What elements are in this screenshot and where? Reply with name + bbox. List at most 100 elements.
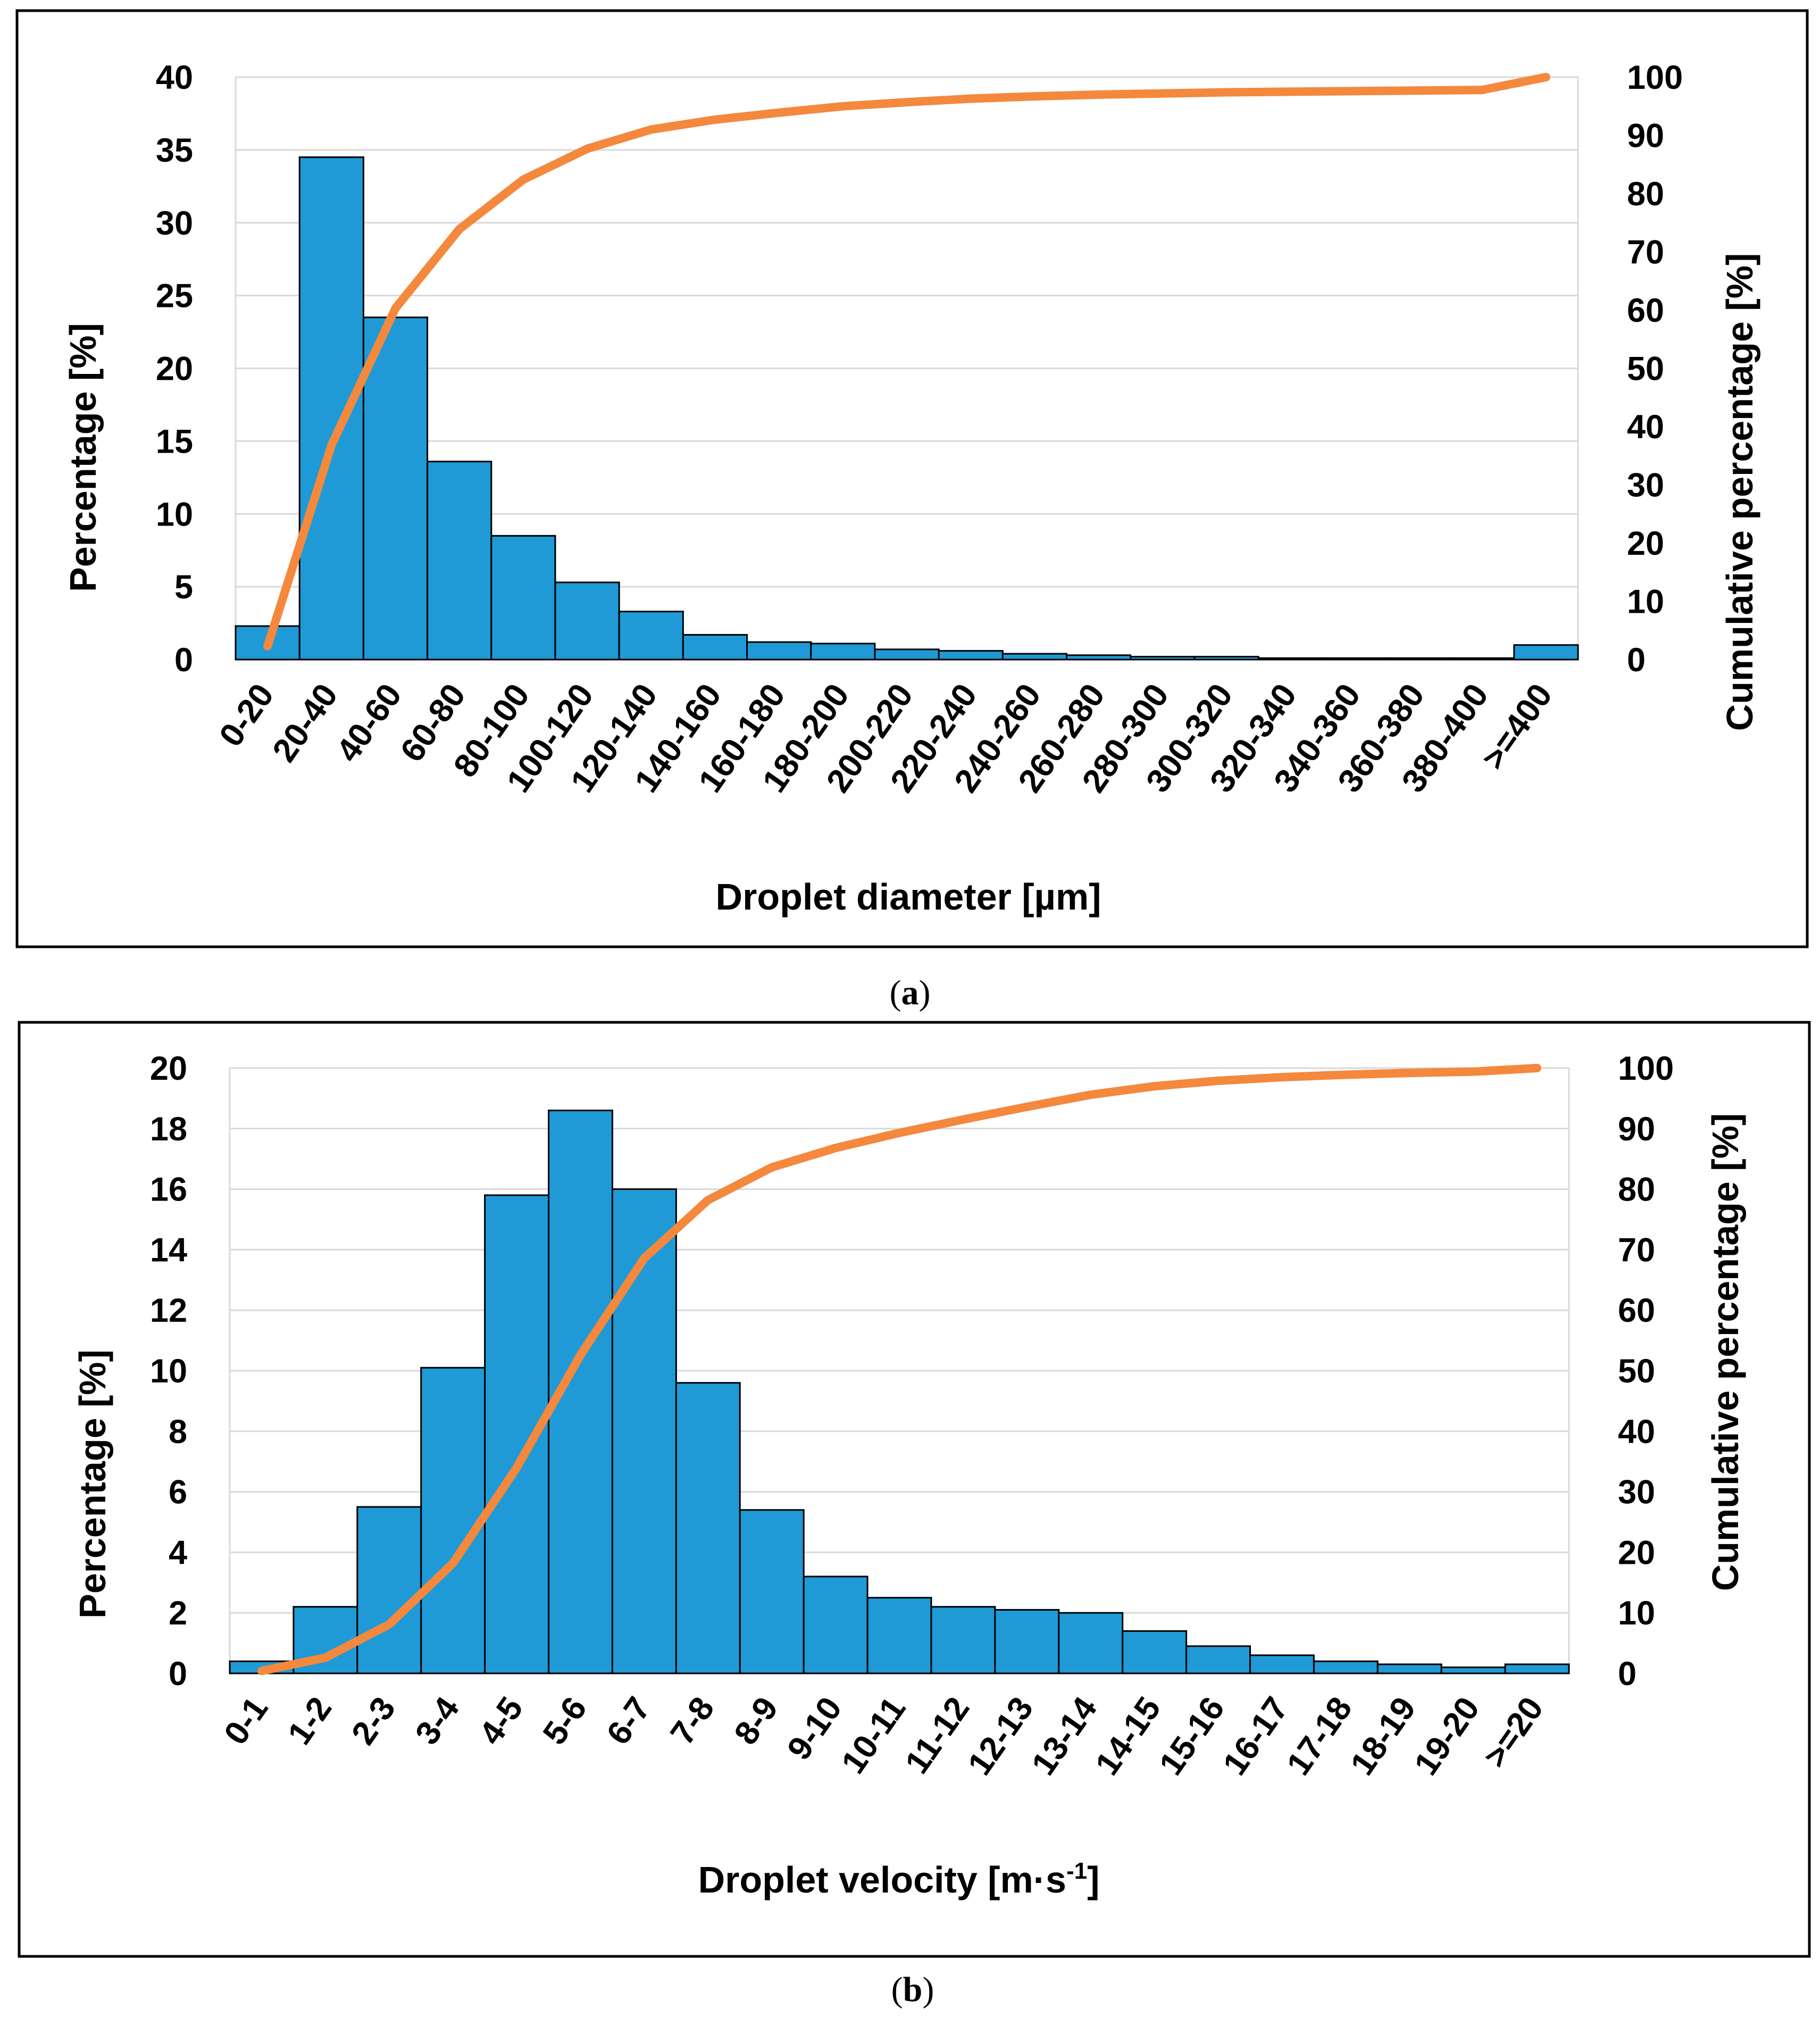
panel-b-y-axis-title: Percentage [%]	[72, 1349, 113, 1619]
bar	[1385, 657, 1451, 661]
bar	[1193, 656, 1259, 661]
y-tick-label: 2	[169, 1595, 187, 1632]
bar	[356, 1506, 422, 1674]
bar	[682, 634, 748, 661]
y2-tick-label: 100	[1627, 59, 1683, 96]
bar	[1185, 1645, 1251, 1674]
bar	[1249, 1654, 1315, 1674]
bar	[930, 1606, 996, 1674]
bar	[1504, 1663, 1570, 1674]
bar	[1257, 657, 1323, 661]
y2-tick-label: 60	[1618, 1292, 1655, 1329]
bar	[1376, 1663, 1442, 1674]
bar	[1449, 657, 1515, 661]
bar	[1321, 657, 1387, 661]
panel-b-x-axis-title-main: Droplet velocity [m·s	[698, 1859, 1066, 1901]
y2-tick-label: 40	[1627, 409, 1664, 446]
panel-b-caption: (b)	[891, 1970, 934, 2009]
bar	[938, 650, 1004, 661]
y2-tick-label: 30	[1627, 467, 1664, 504]
bar	[1058, 1612, 1124, 1674]
y-tick-label: 15	[156, 423, 193, 460]
panel-b-right-ticks: 0 10 20 30 40 50 60 70 80 90 100	[1618, 1050, 1674, 1693]
y-tick-label: 6	[169, 1474, 187, 1511]
bar	[1313, 1660, 1379, 1674]
bar	[1001, 653, 1067, 661]
panel-b-x-axis-title: Droplet velocity [m·s-1]	[698, 1858, 1100, 1901]
y2-tick-label: 60	[1627, 292, 1664, 329]
bar	[298, 156, 364, 661]
bar	[420, 1366, 486, 1674]
y2-tick-label: 10	[1618, 1595, 1655, 1632]
panel-a-caption: (a)	[890, 973, 931, 1012]
y2-tick-label: 0	[1618, 1655, 1637, 1693]
bar	[490, 535, 556, 661]
y-tick-label: 16	[150, 1171, 187, 1208]
bar	[1513, 644, 1579, 661]
panel-b-left-ticks: 0 2 4 6 8 10 12 14 16 18 20	[150, 1050, 187, 1693]
bar	[1440, 1666, 1506, 1674]
bar	[874, 648, 940, 661]
bar	[362, 316, 429, 661]
bar	[1122, 1630, 1188, 1674]
y-tick-label: 35	[156, 132, 193, 169]
panel-a-frame	[15, 9, 1809, 948]
bar	[611, 1188, 677, 1674]
panel-b-y2-axis-title: Cumulative percentage [%]	[1705, 1113, 1746, 1591]
panel-b-frame	[18, 1021, 1811, 1958]
y-tick-label: 18	[150, 1111, 187, 1148]
y2-tick-label: 50	[1618, 1353, 1655, 1390]
panel-a-left-ticks: 0 5 10 15 20 25 30 35 40	[156, 59, 193, 679]
y-tick-label: 30	[156, 205, 193, 242]
panel-b-x-axis-title-superscript: -1	[1066, 1858, 1087, 1884]
y-tick-label: 4	[169, 1534, 187, 1571]
y2-tick-label: 80	[1618, 1171, 1655, 1208]
y2-tick-label: 90	[1618, 1111, 1655, 1148]
y-tick-label: 40	[156, 59, 193, 96]
chart-panel-b: 0 2 4 6 8 10 12 14 16 18 20 0 10 20 30 40 50 60 70 80 90 100…	[18, 1021, 1811, 1958]
panel-b-caption-letter: b	[903, 1970, 923, 2009]
y-tick-label: 5	[174, 569, 193, 606]
panel-b-cumulative-line	[257, 1064, 1541, 1676]
panel-a-y2-axis-title: Cumulative percentage [%]	[1719, 253, 1760, 731]
y2-tick-label: 90	[1627, 118, 1664, 155]
y2-tick-label: 70	[1618, 1231, 1655, 1269]
y-tick-label: 0	[169, 1655, 187, 1693]
y-tick-label: 20	[150, 1050, 187, 1087]
panel-a-cumulative-line	[263, 73, 1550, 651]
y-tick-label: 10	[156, 496, 193, 533]
y2-tick-label: 80	[1627, 176, 1664, 213]
y2-tick-label: 50	[1627, 351, 1664, 388]
bar	[746, 641, 812, 661]
y2-tick-label: 100	[1618, 1050, 1674, 1087]
y-tick-label: 14	[150, 1231, 187, 1269]
bar	[554, 581, 620, 661]
y2-tick-label: 0	[1627, 641, 1646, 679]
bar	[994, 1609, 1060, 1674]
panel-a-x-axis-title: Droplet diameter [µm]	[716, 876, 1101, 918]
bar	[866, 1597, 932, 1674]
y-tick-label: 0	[174, 641, 193, 679]
y-tick-label: 10	[150, 1353, 187, 1390]
y-tick-label: 8	[169, 1413, 187, 1451]
y2-tick-label: 10	[1627, 584, 1664, 621]
panel-b-bars	[229, 1110, 1570, 1674]
bar	[810, 643, 876, 661]
bar	[1065, 654, 1132, 661]
y-tick-label: 12	[150, 1292, 187, 1329]
y-tick-label: 25	[156, 278, 193, 315]
panel-b-x-axis-title-suffix: ]	[1087, 1859, 1099, 1901]
y2-tick-label: 20	[1627, 525, 1664, 562]
y2-tick-label: 20	[1618, 1534, 1655, 1571]
bar	[427, 461, 492, 661]
panel-a-right-ticks: 0 10 20 30 40 50 60 70 80 90 100	[1627, 59, 1683, 679]
panel-a-y-axis-title: Percentage [%]	[62, 323, 104, 592]
bar	[803, 1576, 869, 1674]
bar	[739, 1509, 805, 1674]
y2-tick-label: 30	[1618, 1474, 1655, 1511]
bar	[618, 611, 684, 661]
y2-tick-label: 40	[1618, 1413, 1655, 1451]
bar	[1130, 656, 1196, 661]
